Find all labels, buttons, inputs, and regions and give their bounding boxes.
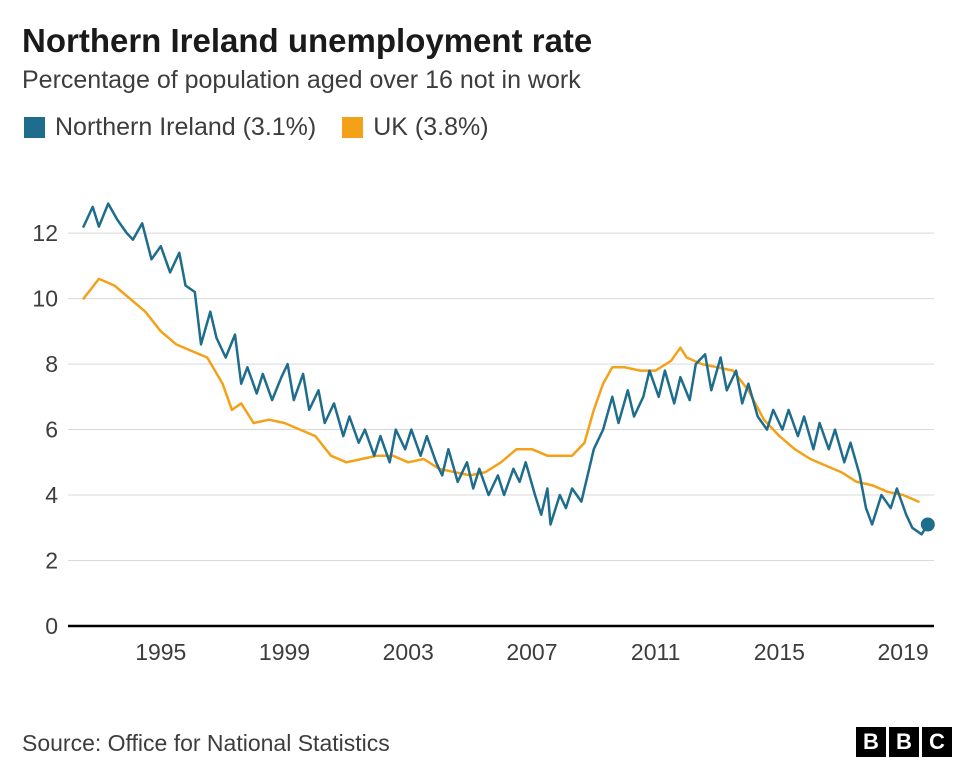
bbc-b2: B xyxy=(889,727,919,757)
svg-text:2007: 2007 xyxy=(506,639,557,665)
legend-label-ni: Northern Ireland (3.1%) xyxy=(55,113,316,142)
chart-container: Northern Ireland unemployment rate Perce… xyxy=(0,0,976,775)
legend-swatch-uk xyxy=(342,117,363,138)
chart-title: Northern Ireland unemployment rate xyxy=(22,22,952,60)
legend-swatch-ni xyxy=(24,117,45,138)
footer: Source: Office for National Statistics B… xyxy=(22,727,952,757)
legend: Northern Ireland (3.1%) UK (3.8%) xyxy=(24,113,952,142)
source-text: Source: Office for National Statistics xyxy=(22,730,390,757)
bbc-b1: B xyxy=(856,727,886,757)
svg-text:6: 6 xyxy=(45,417,58,443)
legend-item-ni: Northern Ireland (3.1%) xyxy=(24,113,316,142)
bbc-logo: B B C xyxy=(856,727,952,757)
svg-text:2015: 2015 xyxy=(754,639,805,665)
svg-text:2011: 2011 xyxy=(631,639,680,665)
svg-text:2019: 2019 xyxy=(877,639,928,665)
svg-text:2003: 2003 xyxy=(383,639,434,665)
plot-area: 0 2 4 6 8 10 12 1995 1999 2003 2007 2011 2015 2019 xyxy=(22,180,952,707)
plot-svg: 0 2 4 6 8 10 12 1995 1999 2003 2007 2011 2015 2019 xyxy=(22,180,952,670)
bbc-c: C xyxy=(922,727,952,757)
legend-item-uk: UK (3.8%) xyxy=(342,113,488,142)
svg-text:4: 4 xyxy=(45,482,58,508)
chart-subtitle: Percentage of population aged over 16 no… xyxy=(22,66,952,95)
svg-text:1999: 1999 xyxy=(259,639,310,665)
legend-label-uk: UK (3.8%) xyxy=(373,113,488,142)
svg-text:10: 10 xyxy=(32,286,58,312)
svg-text:1995: 1995 xyxy=(135,639,186,665)
svg-text:0: 0 xyxy=(45,613,58,639)
svg-text:8: 8 xyxy=(45,351,58,377)
svg-text:12: 12 xyxy=(32,220,58,246)
svg-text:2: 2 xyxy=(45,548,58,574)
